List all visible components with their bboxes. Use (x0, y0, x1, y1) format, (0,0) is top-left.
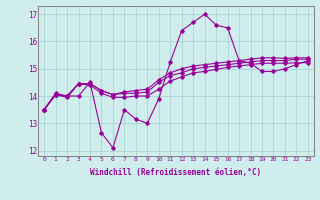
X-axis label: Windchill (Refroidissement éolien,°C): Windchill (Refroidissement éolien,°C) (91, 168, 261, 177)
